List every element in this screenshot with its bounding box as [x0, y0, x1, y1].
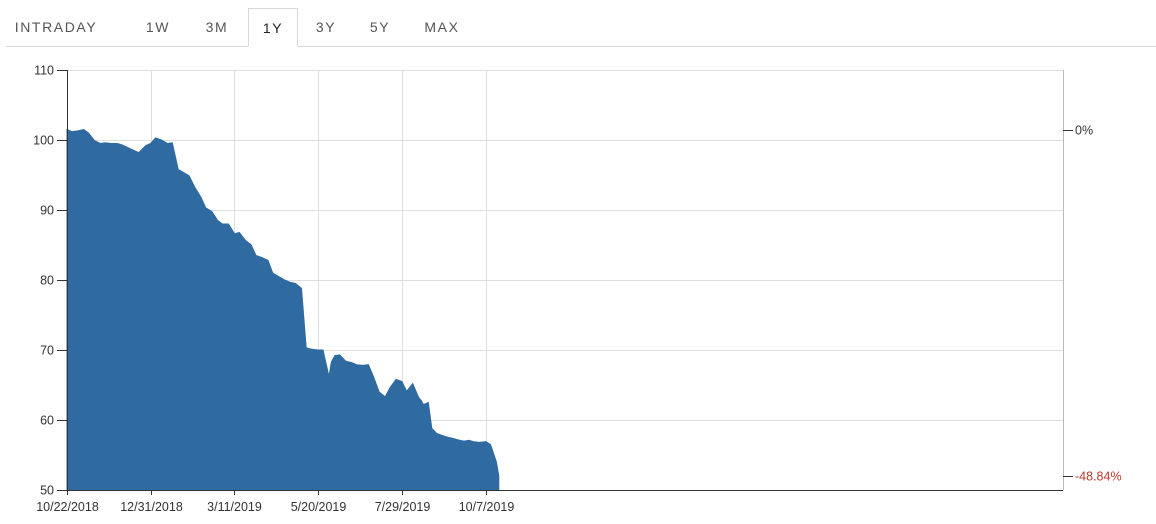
tab-intraday[interactable]: INTRADAY	[14, 19, 98, 35]
tab-3y[interactable]: 3Y	[315, 19, 337, 35]
tab-1w[interactable]: 1W	[145, 19, 171, 35]
pct-change-label: 0%	[1075, 124, 1093, 138]
y-tick-label: 100	[33, 134, 54, 148]
range-tab-bar: INTRADAY 1W 3M 1Y 3Y 5Y MAX	[6, 8, 1156, 47]
x-tick-label: 12/31/2018	[120, 500, 183, 514]
tab-max[interactable]: MAX	[424, 19, 460, 35]
x-tick-label: 7/29/2019	[375, 500, 431, 514]
y-tick-label: 80	[40, 274, 54, 288]
x-tick-label: 10/22/2018	[36, 500, 99, 514]
x-tick-label: 3/11/2019	[207, 500, 262, 514]
chart-plot	[66, 128, 500, 491]
tab-1y[interactable]: 1Y	[248, 8, 298, 47]
y-tick-label: 70	[40, 344, 54, 358]
y-tick-label: 60	[40, 414, 54, 428]
tab-3m[interactable]: 3M	[205, 19, 229, 35]
y-tick-label: 90	[40, 204, 54, 218]
x-tick-label: 5/20/2019	[291, 500, 347, 514]
y-tick-label: 110	[34, 64, 54, 78]
x-tick-label: 10/7/2019	[459, 500, 515, 514]
chart-axes: 50 60 70 80 90 100 110 10/22/2018 12/31/2018 3/11…	[33, 64, 1121, 515]
y-tick-label: 50	[40, 484, 54, 498]
tab-5y[interactable]: 5Y	[369, 19, 391, 35]
series-area	[66, 128, 500, 491]
pct-change-label: -48.84%	[1075, 470, 1122, 484]
